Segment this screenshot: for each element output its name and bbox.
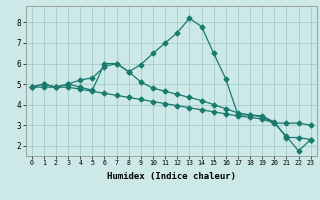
X-axis label: Humidex (Indice chaleur): Humidex (Indice chaleur) [107, 172, 236, 181]
